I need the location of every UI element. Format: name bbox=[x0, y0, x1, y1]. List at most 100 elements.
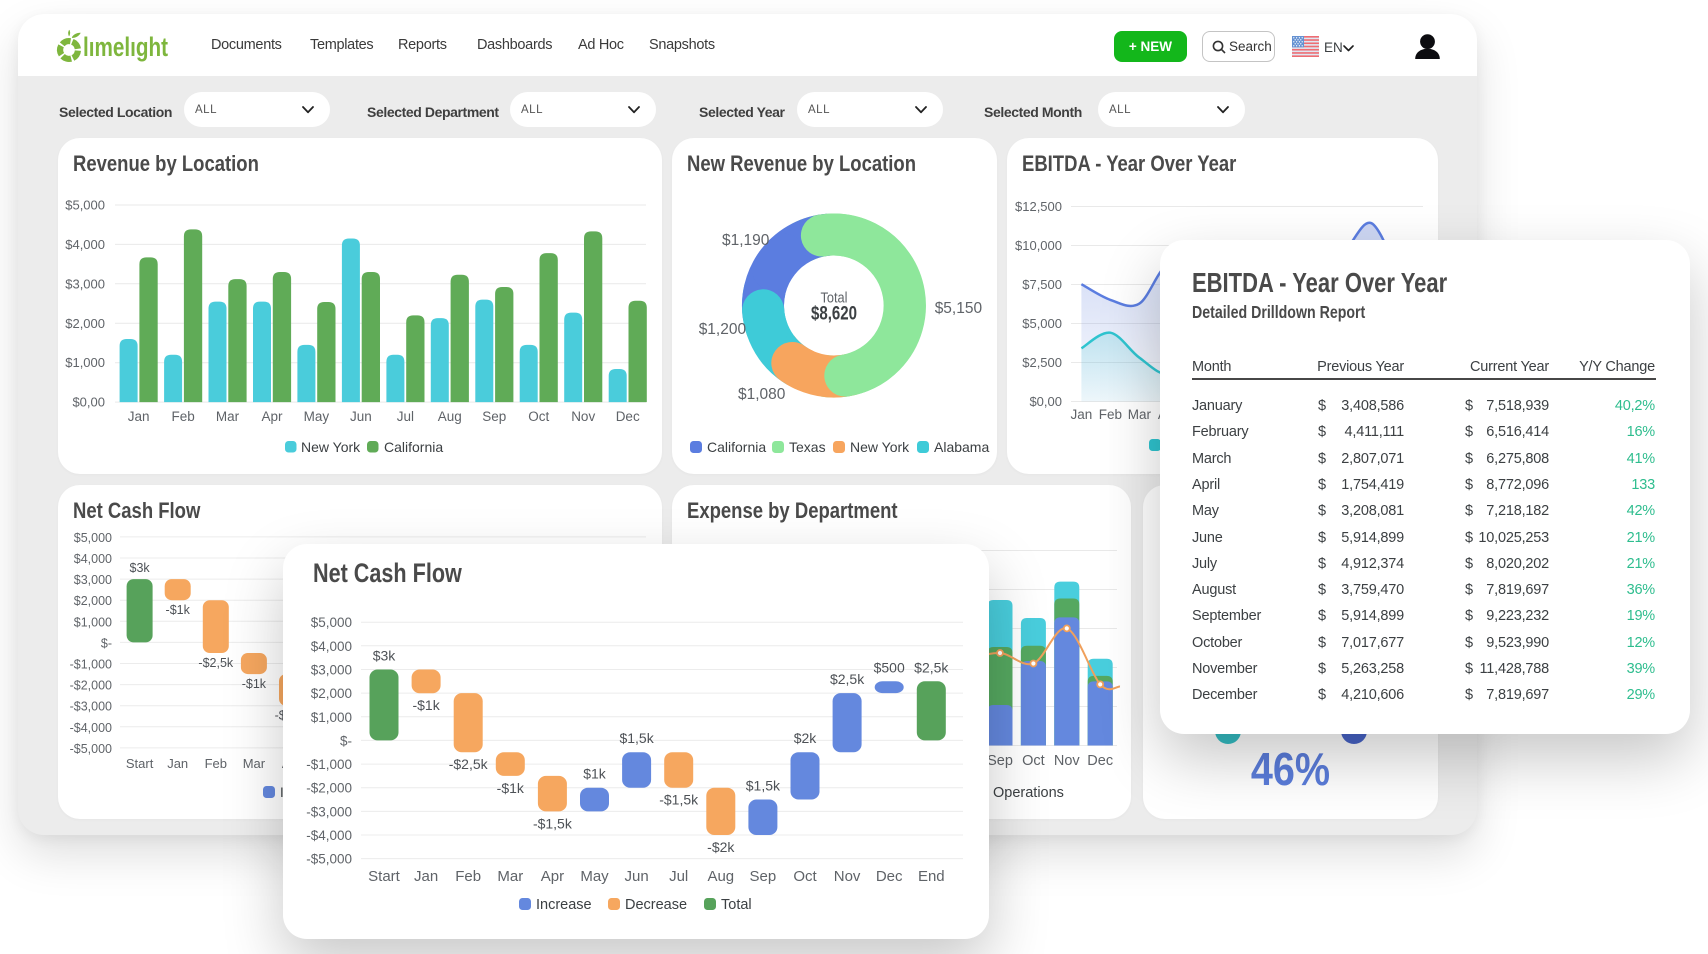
svg-text:-$4,000: -$4,000 bbox=[70, 721, 112, 735]
svg-text:California: California bbox=[707, 439, 766, 455]
svg-text:$3,000: $3,000 bbox=[74, 573, 112, 587]
svg-text:$10,000: $10,000 bbox=[1015, 238, 1062, 253]
svg-text:-$1k: -$1k bbox=[242, 677, 267, 691]
svg-text:Jul: Jul bbox=[397, 409, 414, 424]
svg-text:Mar: Mar bbox=[497, 868, 523, 885]
svg-text:$-: $- bbox=[101, 636, 112, 650]
svg-text:$4,000: $4,000 bbox=[311, 639, 352, 654]
svg-text:Jul: Jul bbox=[669, 868, 688, 885]
svg-text:$5,000: $5,000 bbox=[1022, 316, 1062, 331]
svg-text:-$1,000: -$1,000 bbox=[306, 757, 352, 772]
svg-text:Jan: Jan bbox=[1071, 407, 1093, 422]
svg-text:Texas: Texas bbox=[789, 439, 826, 455]
svg-text:$2,000: $2,000 bbox=[74, 594, 112, 608]
svg-text:-$2,5k: -$2,5k bbox=[449, 756, 489, 772]
svg-text:$2,500: $2,500 bbox=[1022, 355, 1062, 370]
svg-text:$1k: $1k bbox=[583, 766, 607, 782]
svg-text:$0,00: $0,00 bbox=[72, 395, 105, 410]
svg-text:Apr: Apr bbox=[261, 409, 283, 424]
svg-text:$2,5k: $2,5k bbox=[914, 659, 949, 675]
svg-text:-$1k: -$1k bbox=[497, 780, 525, 796]
svg-text:$2,000: $2,000 bbox=[311, 686, 352, 701]
svg-text:$4,000: $4,000 bbox=[74, 552, 112, 566]
svg-text:Aug: Aug bbox=[707, 868, 734, 885]
svg-text:Operations: Operations bbox=[993, 785, 1064, 801]
svg-text:Total: Total bbox=[721, 897, 752, 913]
svg-text:Alabama: Alabama bbox=[934, 439, 989, 455]
svg-text:Dec: Dec bbox=[616, 409, 640, 424]
svg-text:$-: $- bbox=[340, 733, 352, 748]
svg-text:Nov: Nov bbox=[834, 868, 861, 885]
svg-text:Nov: Nov bbox=[1054, 753, 1081, 769]
svg-text:-$3,000: -$3,000 bbox=[70, 700, 112, 714]
svg-text:-$1,000: -$1,000 bbox=[70, 658, 112, 672]
svg-text:Aug: Aug bbox=[438, 409, 462, 424]
svg-text:$1,200: $1,200 bbox=[699, 321, 747, 338]
svg-text:Feb: Feb bbox=[1099, 407, 1122, 422]
svg-text:Mar: Mar bbox=[1128, 407, 1152, 422]
svg-text:Mar: Mar bbox=[243, 756, 266, 771]
svg-text:Jan: Jan bbox=[128, 409, 150, 424]
svg-text:-$3,000: -$3,000 bbox=[306, 804, 352, 819]
svg-text:Sep: Sep bbox=[482, 409, 506, 424]
svg-text:Nov: Nov bbox=[571, 409, 595, 424]
svg-text:End: End bbox=[918, 868, 945, 885]
svg-text:-$1,5k: -$1,5k bbox=[659, 792, 699, 808]
svg-text:$1,000: $1,000 bbox=[74, 615, 112, 629]
svg-text:Sep: Sep bbox=[750, 868, 777, 885]
svg-text:-$1k: -$1k bbox=[166, 603, 191, 617]
svg-text:Dec: Dec bbox=[1087, 753, 1113, 769]
svg-text:Sep: Sep bbox=[987, 753, 1013, 769]
svg-text:Dec: Dec bbox=[876, 868, 903, 885]
svg-text:Apr: Apr bbox=[541, 868, 564, 885]
svg-text:$3k: $3k bbox=[130, 561, 151, 575]
svg-text:New York: New York bbox=[301, 439, 361, 455]
svg-text:$5,000: $5,000 bbox=[311, 615, 352, 630]
svg-text:Jan: Jan bbox=[167, 756, 188, 771]
svg-text:$1,5k: $1,5k bbox=[746, 778, 781, 794]
svg-text:-$2,000: -$2,000 bbox=[306, 781, 352, 796]
svg-text:Jan: Jan bbox=[414, 868, 438, 885]
svg-text:$5,000: $5,000 bbox=[65, 198, 105, 213]
svg-text:-$4,000: -$4,000 bbox=[306, 828, 352, 843]
svg-text:-$2,5k: -$2,5k bbox=[198, 656, 233, 670]
svg-text:-$1k: -$1k bbox=[412, 697, 440, 713]
svg-text:$1,080: $1,080 bbox=[738, 386, 786, 403]
svg-text:$3,000: $3,000 bbox=[65, 276, 105, 291]
svg-text:$2,5k: $2,5k bbox=[830, 671, 865, 687]
svg-text:Oct: Oct bbox=[528, 409, 549, 424]
svg-text:May: May bbox=[580, 868, 609, 885]
svg-text:Total: Total bbox=[821, 291, 848, 307]
svg-text:Start: Start bbox=[368, 868, 401, 885]
svg-text:$5,000: $5,000 bbox=[74, 531, 112, 545]
svg-text:Start: Start bbox=[126, 756, 154, 771]
svg-text:$12,500: $12,500 bbox=[1015, 199, 1062, 214]
svg-text:California: California bbox=[384, 439, 443, 455]
svg-text:-$2k: -$2k bbox=[707, 839, 735, 855]
svg-text:$7,500: $7,500 bbox=[1022, 277, 1062, 292]
svg-text:$4,000: $4,000 bbox=[65, 237, 105, 252]
svg-text:Feb: Feb bbox=[171, 409, 194, 424]
svg-text:$1,5k: $1,5k bbox=[619, 730, 654, 746]
svg-text:May: May bbox=[304, 409, 330, 424]
svg-text:-$5,000: -$5,000 bbox=[306, 852, 352, 867]
svg-text:Jun: Jun bbox=[625, 868, 649, 885]
svg-text:Oct: Oct bbox=[793, 868, 817, 885]
svg-text:$5,150: $5,150 bbox=[935, 300, 983, 317]
svg-text:Oct: Oct bbox=[1022, 753, 1045, 769]
svg-text:Jun: Jun bbox=[350, 409, 372, 424]
svg-text:Feb: Feb bbox=[455, 868, 481, 885]
svg-text:Increase: Increase bbox=[536, 897, 592, 913]
svg-text:$1,190: $1,190 bbox=[722, 232, 770, 249]
svg-text:-$1,5k: -$1,5k bbox=[533, 815, 573, 831]
svg-text:Mar: Mar bbox=[216, 409, 240, 424]
svg-text:$500: $500 bbox=[874, 659, 905, 675]
svg-text:Decrease: Decrease bbox=[625, 897, 687, 913]
svg-text:New York: New York bbox=[850, 439, 910, 455]
svg-text:$1,000: $1,000 bbox=[65, 355, 105, 370]
svg-text:$1,000: $1,000 bbox=[311, 710, 352, 725]
svg-text:$2,000: $2,000 bbox=[65, 316, 105, 331]
svg-text:$3,000: $3,000 bbox=[311, 663, 352, 678]
svg-text:$3k: $3k bbox=[373, 648, 397, 664]
svg-text:-$5,000: -$5,000 bbox=[70, 742, 112, 756]
